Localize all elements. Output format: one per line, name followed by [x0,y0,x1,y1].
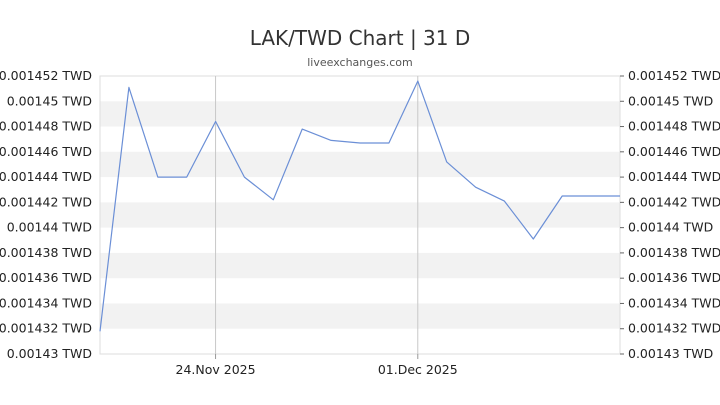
y-tick-label-right: 0.00145 TWD [628,93,713,108]
chart-title: LAK/TWD Chart | 31 D [249,26,471,50]
y-tick-label-left: 0.001442 TWD [0,194,92,209]
data-point [590,195,593,198]
data-point [99,330,102,333]
y-tick-label-right: 0.001436 TWD [628,270,720,285]
grid-stripe [100,303,620,329]
data-point [243,176,246,179]
grid-stripe [100,101,620,127]
data-point [416,80,419,83]
y-tick-label-right: 0.001434 TWD [628,295,720,310]
y-tick-label-left: 0.001448 TWD [0,119,92,134]
y-tick-label-right: 0.001444 TWD [628,169,720,184]
y-tick-label-left: 0.001436 TWD [0,270,92,285]
y-tick-label-left: 0.001438 TWD [0,245,92,260]
y-tick-label-right: 0.001442 TWD [628,194,720,209]
data-point [330,139,333,142]
data-point [301,128,304,131]
data-point [214,120,217,123]
y-tick-label-right: 0.00144 TWD [628,220,713,235]
y-tick-label-right: 0.001448 TWD [628,119,720,134]
y-tick-label-left: 0.00143 TWD [7,346,92,361]
data-point [359,141,362,144]
x-tick-label: 24.Nov 2025 [176,362,256,377]
data-point [503,200,506,203]
data-point [272,198,275,201]
y-tick-label-left: 0.001432 TWD [0,321,92,336]
x-tick-label: 01.Dec 2025 [378,362,458,377]
plot-border [99,75,621,355]
y-tick-label-right: 0.001446 TWD [628,144,720,159]
chart-subtitle: liveexchanges.com [307,56,413,69]
y-tick-label-left: 0.001434 TWD [0,295,92,310]
data-point [474,186,477,189]
data-point [156,176,159,179]
y-tick-label-left: 0.001452 TWD [0,68,92,83]
data-point [185,176,188,179]
y-tick-label-right: 0.001432 TWD [628,321,720,336]
data-point [619,195,622,198]
y-tick-label-right: 0.001452 TWD [628,68,720,83]
data-point [445,160,448,163]
y-tick-label-right: 0.001438 TWD [628,245,720,260]
grid-stripe [100,202,620,228]
data-point [387,141,390,144]
y-tick-label-left: 0.001446 TWD [0,144,92,159]
grid-stripe [100,151,620,178]
data-point [127,86,130,89]
y-tick-label-right: 0.00143 TWD [628,346,713,361]
y-tick-label-left: 0.00145 TWD [7,93,92,108]
grid-stripe [100,252,620,279]
data-point [532,238,535,241]
series-line [99,80,620,332]
y-tick-label-left: 0.001444 TWD [0,169,92,184]
y-tick-label-left: 0.00144 TWD [7,220,92,235]
data-point [561,195,564,198]
